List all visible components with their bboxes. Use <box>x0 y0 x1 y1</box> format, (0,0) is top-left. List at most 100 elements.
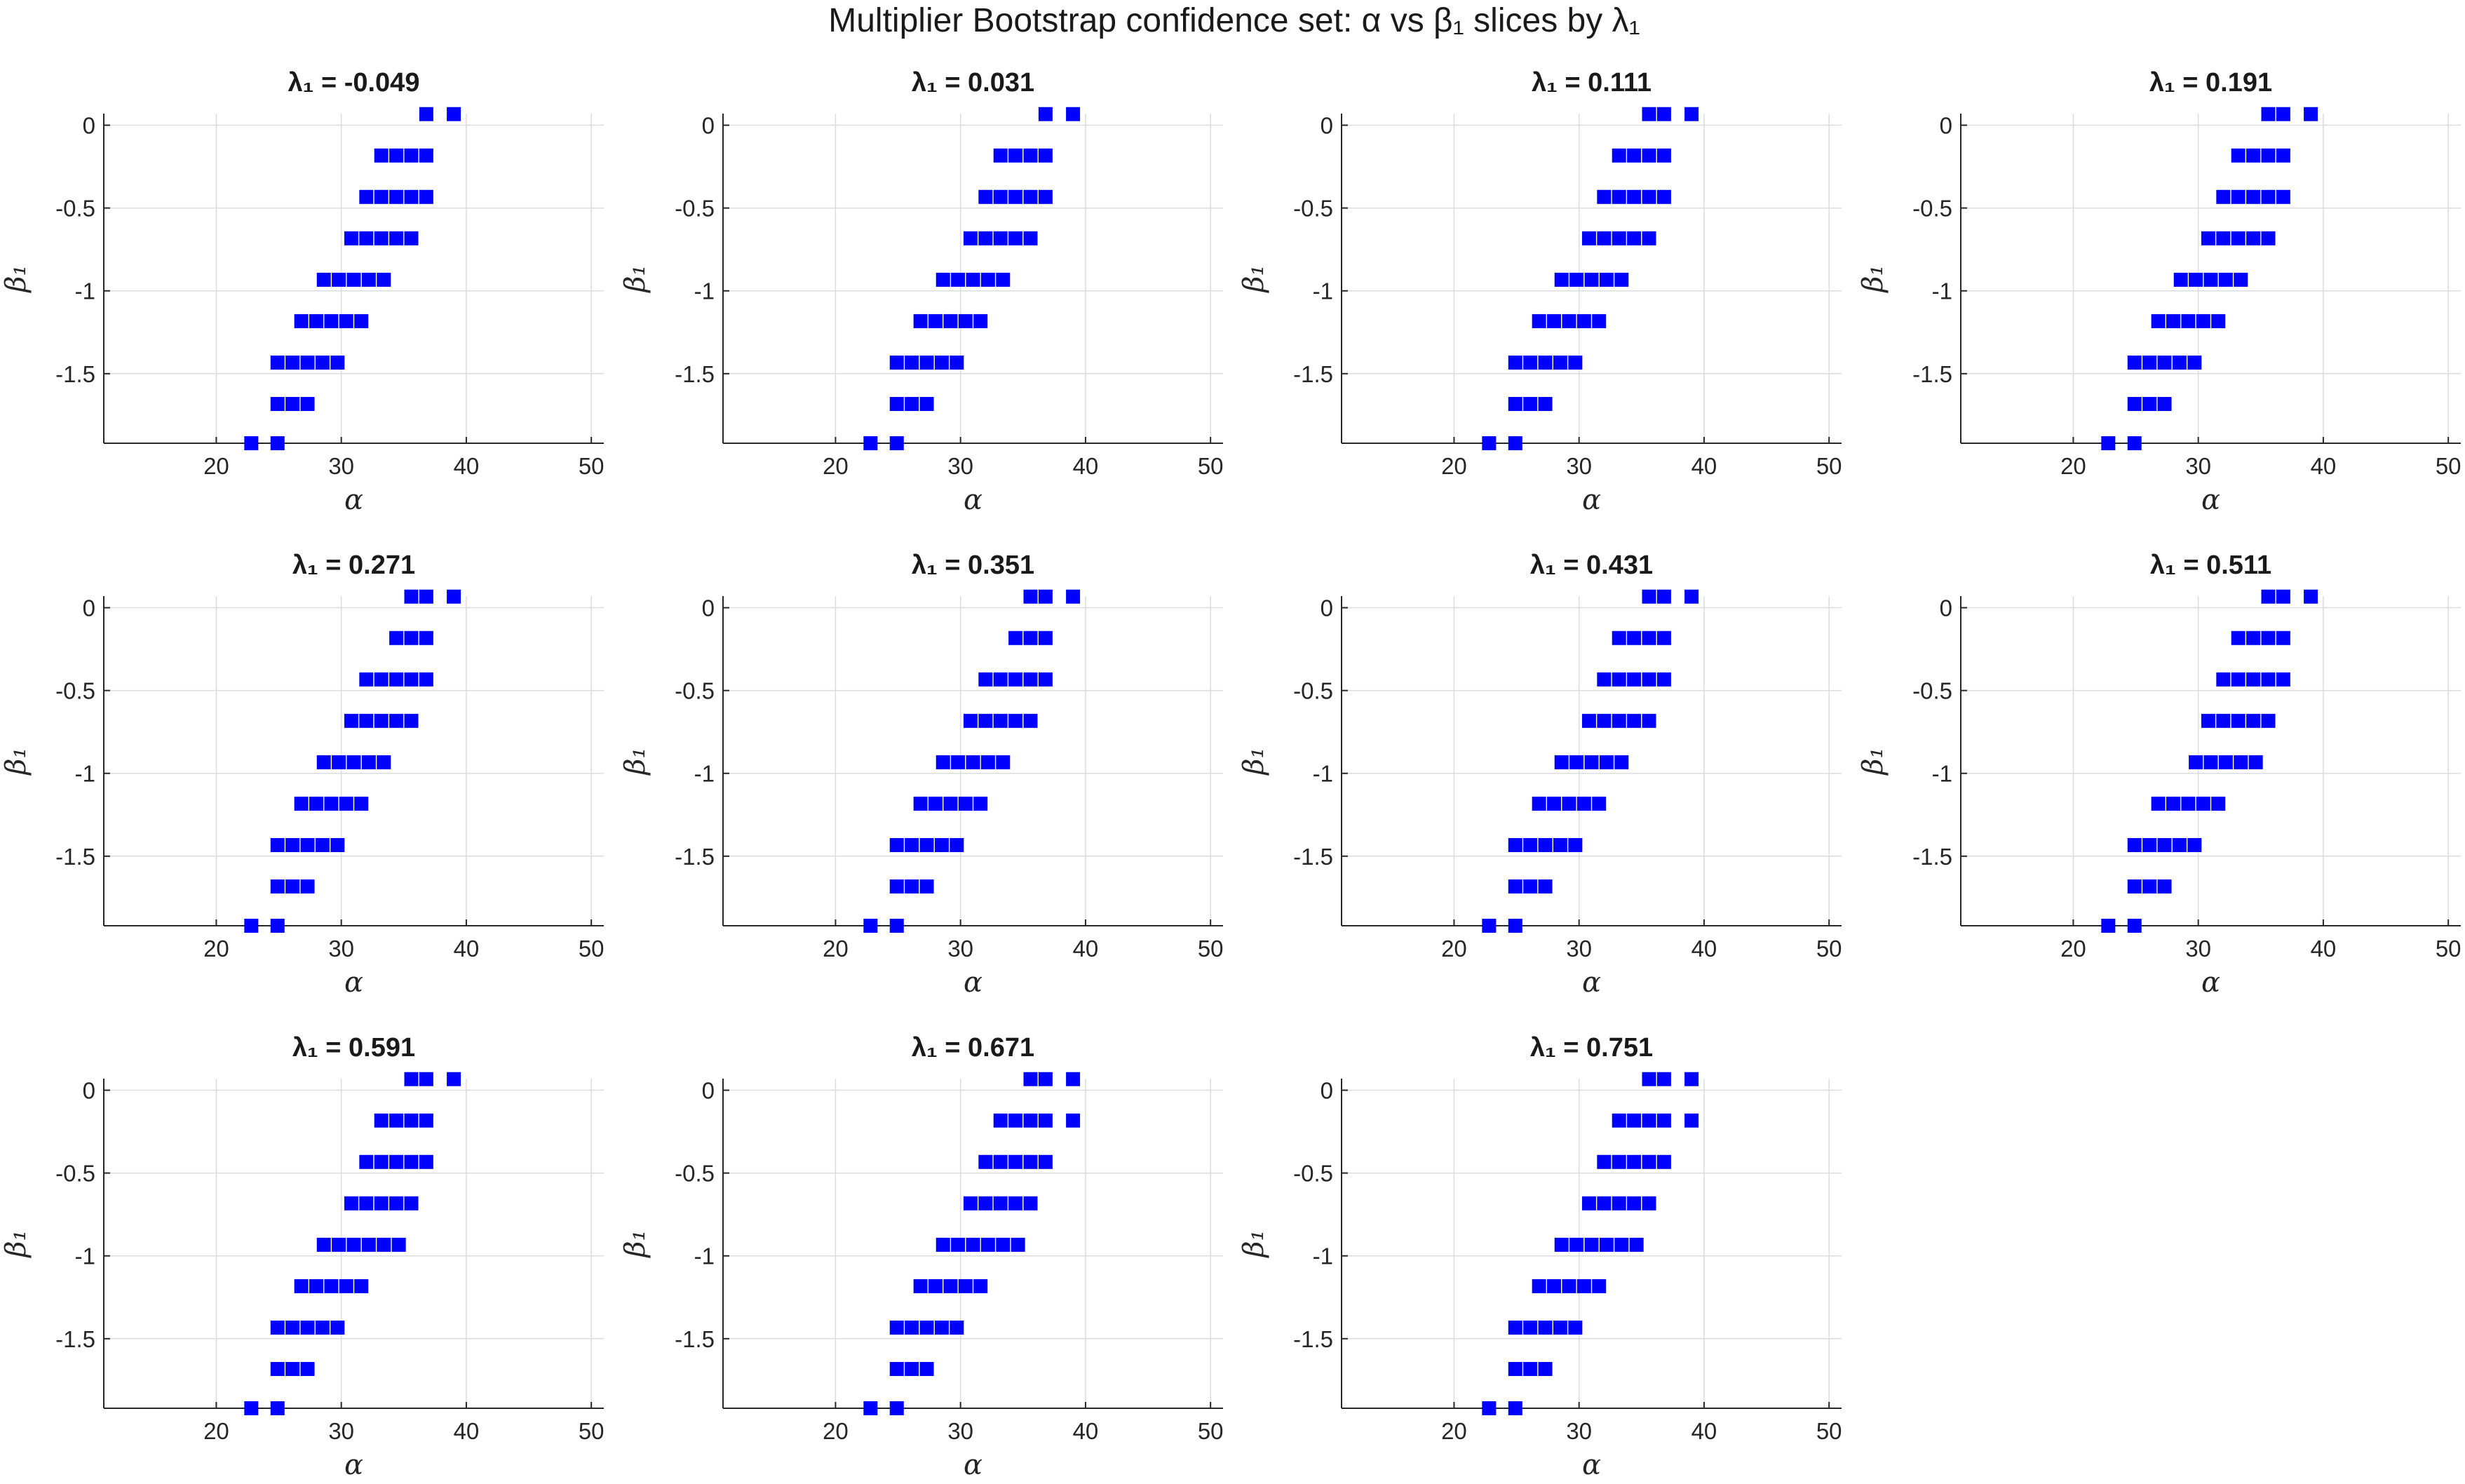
y-axis-label: β₁ <box>1857 264 1889 293</box>
data-point <box>2304 107 2318 121</box>
data-point <box>1532 796 1546 811</box>
data-point <box>315 355 330 370</box>
data-point <box>1008 713 1023 728</box>
data-point <box>419 1154 433 1169</box>
data-point <box>980 272 995 287</box>
data-point <box>996 1237 1011 1252</box>
data-point <box>2157 837 2172 852</box>
data-point <box>1508 1401 1522 1415</box>
data-point <box>1523 355 1538 370</box>
subplot-title: λ₁ = 0.271 <box>292 551 415 580</box>
data-point <box>309 796 324 811</box>
data-point <box>1508 919 1522 933</box>
data-point <box>2142 355 2157 370</box>
data-point <box>2127 355 2142 370</box>
data-point <box>993 189 1008 204</box>
data-point <box>1684 107 1699 121</box>
subplot: 20 30 40 50 0 -0.5 -1 -1.5 α β₁ λ₁ = 0.591 <box>0 1033 605 1481</box>
data-point <box>447 107 461 121</box>
y-tick-label: -0.5 <box>675 1161 715 1187</box>
data-point <box>958 796 973 811</box>
y-tick-label: -1 <box>1932 278 1952 304</box>
x-tick-label: 20 <box>1441 453 1467 479</box>
x-axis-label: α <box>964 966 982 999</box>
data-point <box>1642 231 1656 245</box>
data-point <box>1612 713 1626 728</box>
y-tick-label: 0 <box>1321 113 1333 139</box>
subplot-title: λ₁ = 0.511 <box>2150 551 2271 580</box>
y-tick-label: 0 <box>1321 595 1333 621</box>
data-point <box>2231 672 2245 687</box>
y-tick-label: -1 <box>694 1243 715 1269</box>
x-tick-label: 20 <box>2060 936 2086 962</box>
data-point <box>1523 837 1538 852</box>
data-point <box>2276 672 2290 687</box>
data-point <box>1508 837 1522 852</box>
y-tick-label: -1 <box>75 761 95 787</box>
y-tick-label: -0.5 <box>675 678 715 704</box>
data-point <box>1597 231 1612 245</box>
data-point <box>2196 796 2210 811</box>
data-point <box>2172 355 2187 370</box>
data-point <box>936 755 950 769</box>
data-point <box>294 313 309 328</box>
data-point <box>2216 713 2231 728</box>
data-point <box>2231 713 2245 728</box>
data-point <box>2246 148 2261 163</box>
data-point <box>1038 148 1053 163</box>
data-point <box>404 148 419 163</box>
data-point <box>2231 148 2245 163</box>
data-point <box>419 672 433 687</box>
data-point <box>1568 355 1583 370</box>
data-point <box>285 879 300 894</box>
data-point <box>2276 107 2290 121</box>
data-point <box>1612 189 1626 204</box>
data-point <box>2246 189 2261 204</box>
data-point <box>1038 107 1053 121</box>
data-point <box>344 713 358 728</box>
data-point <box>1038 1072 1053 1086</box>
data-point <box>993 231 1008 245</box>
data-point <box>863 436 878 450</box>
y-tick-label: -1 <box>1932 761 1952 787</box>
data-point <box>270 355 285 370</box>
data-point <box>1592 796 1607 811</box>
data-point <box>889 919 904 933</box>
data-point <box>1612 672 1626 687</box>
data-point <box>980 755 995 769</box>
data-point <box>1642 1072 1656 1086</box>
data-point <box>993 1154 1008 1169</box>
data-point <box>2142 879 2157 894</box>
data-point <box>2203 755 2218 769</box>
data-point <box>2246 231 2261 245</box>
data-point <box>1656 672 1671 687</box>
x-tick-label: 50 <box>579 1418 605 1444</box>
data-point <box>2234 755 2248 769</box>
data-point <box>1538 1362 1553 1377</box>
data-point <box>244 1401 259 1415</box>
data-point <box>978 1196 993 1210</box>
subplot: 20 30 40 50 0 -0.5 -1 -1.5 α β₁ λ₁ = 0.031 <box>619 68 1224 516</box>
data-point <box>934 355 949 370</box>
subplot: 20 30 40 50 0 -0.5 -1 -1.5 α β₁ λ₁ = -0.049 <box>0 68 605 516</box>
data-point <box>1684 589 1699 604</box>
y-tick-label: -1 <box>694 278 715 304</box>
data-point <box>1538 879 1553 894</box>
x-axis-label: α <box>344 1449 363 1481</box>
data-point <box>905 837 919 852</box>
data-point <box>285 397 300 412</box>
data-point <box>2151 313 2166 328</box>
data-point <box>270 436 285 450</box>
y-axis-label: β₁ <box>0 1229 32 1258</box>
data-point <box>1023 1113 1038 1128</box>
data-point <box>1038 672 1053 687</box>
data-point <box>419 107 433 121</box>
data-point <box>2261 672 2276 687</box>
data-point <box>1066 1072 1081 1086</box>
data-point <box>1584 1237 1599 1252</box>
x-tick-label: 40 <box>1073 936 1099 962</box>
data-point <box>294 796 309 811</box>
data-point <box>1532 1279 1546 1293</box>
data-point <box>1011 1237 1025 1252</box>
data-point <box>300 397 315 412</box>
